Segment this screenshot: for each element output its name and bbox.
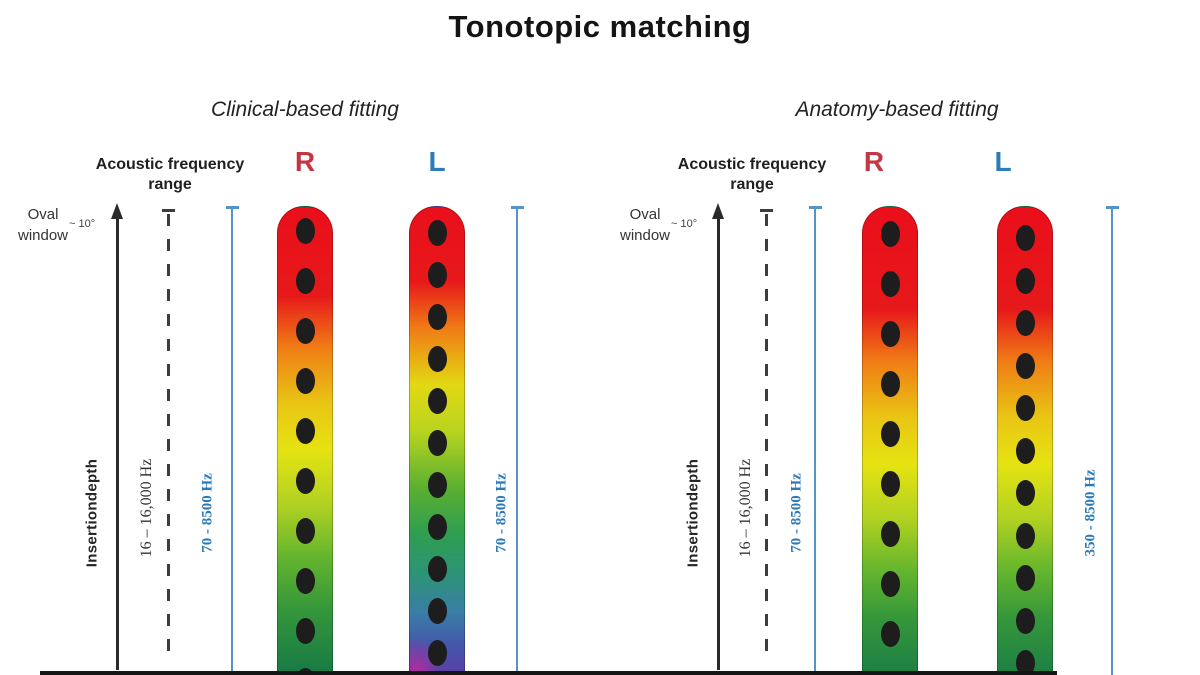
- electrode-contact: [1015, 437, 1035, 464]
- electrode-contact: [1015, 522, 1035, 549]
- panel-clinical-based: Clinical-based fitting Acoustic frequenc…: [8, 98, 524, 675]
- ci-range-line-left: [1111, 208, 1113, 675]
- ci-range-value-left: 70 - 8500 Hz: [493, 473, 510, 553]
- insertion-depth-axis-line: [717, 219, 720, 670]
- insertion-angle-label: ~ 10°: [69, 218, 96, 230]
- acoustic-range-dashed-line: [765, 214, 768, 662]
- electrode-contact: [427, 514, 447, 540]
- electrode-contact: [880, 271, 900, 297]
- electrode-contact: [295, 568, 315, 594]
- oval-window-label: Oval ~ 10° window: [8, 204, 95, 246]
- electrode-array-right: [277, 206, 333, 675]
- oval-window-label: Oval ~ 10° window: [610, 204, 697, 246]
- acoustic-range-value: 16 – 16,000 Hz: [737, 458, 754, 558]
- electrode-contact: [1015, 310, 1035, 336]
- electrode-contact: [295, 368, 315, 394]
- acoustic-frequency-header: Acoustic frequency range: [96, 155, 244, 195]
- electrode-contact: [427, 556, 447, 582]
- right-ear-label: R: [863, 146, 885, 177]
- oval-window-line2: window: [17, 227, 69, 244]
- acoustic-range-value: 16 – 16,000 Hz: [138, 458, 155, 558]
- electrode-contact: [427, 640, 447, 666]
- insertion-depth-label: Insertiondepth: [684, 458, 702, 568]
- electrode-contact: [1015, 607, 1035, 634]
- acoustic-frequency-header-line2: range: [730, 176, 774, 193]
- electrode-array-left: [997, 206, 1053, 675]
- ci-range-line-left: [516, 208, 518, 675]
- electrode-contact: [295, 318, 315, 344]
- electrode-contact: [427, 262, 447, 288]
- electrode-contact: [880, 471, 900, 497]
- electrode-contact: [295, 418, 315, 444]
- bottom-edge-bar: [40, 671, 1057, 675]
- electrode-contact: [1015, 565, 1035, 591]
- acoustic-frequency-header-line1: Acoustic frequency: [95, 156, 245, 173]
- oval-window-line1: Oval: [27, 206, 59, 223]
- electrode-contact: [880, 621, 900, 647]
- ci-range-value-right: 70 - 8500 Hz: [788, 473, 805, 553]
- ci-range-value-left: 350 - 8500 Hz: [1082, 469, 1099, 557]
- panel-subtitle: Anatomy-based fitting: [795, 98, 999, 121]
- figure-title: Tonotopic matching: [448, 9, 752, 44]
- right-ear-label: R: [294, 146, 316, 177]
- electrode-contact: [880, 521, 900, 547]
- electrode-contact: [880, 571, 900, 597]
- electrode-contact: [427, 346, 447, 372]
- electrode-contact: [295, 618, 315, 644]
- electrode-contact: [427, 472, 447, 498]
- electrode-array-right: [862, 206, 918, 675]
- electrode-contact: [1015, 225, 1035, 251]
- electrode-contact: [295, 518, 315, 544]
- ci-range-line-right: [814, 208, 816, 675]
- electrode-contact: [1015, 352, 1035, 379]
- electrode-contact: [1015, 650, 1035, 674]
- electrode-contact: [295, 468, 315, 494]
- panel-anatomy-based: Anatomy-based fitting Acoustic frequency…: [600, 0, 1200, 675]
- ci-range-line-cap-left: [510, 206, 524, 209]
- ci-range-line-cap-right: [808, 206, 822, 209]
- oval-window-line1: Oval: [629, 206, 661, 223]
- left-ear-label: L: [428, 146, 446, 177]
- electrode-contact: [880, 371, 900, 397]
- insertion-depth-axis-line: [116, 219, 119, 670]
- acoustic-range-dashed-line: [167, 214, 170, 662]
- electrode-contact: [427, 388, 447, 414]
- electrode-contact: [880, 421, 900, 447]
- electrode-contact: [880, 221, 900, 247]
- ci-range-line-cap-right: [225, 206, 239, 209]
- electrode-array-left: [409, 206, 465, 675]
- electrode-contact: [427, 304, 447, 330]
- electrode-contact: [295, 218, 315, 244]
- electrode-contact: [1015, 395, 1035, 421]
- acoustic-frequency-header-line2: range: [148, 176, 192, 193]
- left-ear-label: L: [994, 146, 1012, 177]
- electrode-contact: [1015, 267, 1035, 294]
- acoustic-frequency-header-line1: Acoustic frequency: [677, 156, 827, 173]
- electrode-contact: [880, 321, 900, 347]
- ci-range-value-right: 70 - 8500 Hz: [199, 473, 216, 553]
- electrode-contact: [427, 598, 447, 624]
- insertion-angle-label: ~ 10°: [671, 218, 698, 230]
- electrode-contact: [295, 268, 315, 294]
- ci-range-line-cap-left: [1105, 206, 1119, 209]
- insertion-depth-arrowhead-icon: [110, 203, 123, 219]
- oval-window-line2: window: [619, 227, 671, 244]
- acoustic-frequency-header: Acoustic frequency range: [678, 155, 826, 195]
- electrode-contact: [427, 430, 447, 456]
- ci-range-line-right: [231, 208, 233, 675]
- panel-subtitle: Clinical-based fitting: [211, 98, 399, 121]
- electrode-contact: [427, 220, 447, 246]
- acoustic-range-line-cap: [161, 209, 175, 212]
- insertion-depth-label: Insertiondepth: [83, 458, 101, 568]
- insertion-depth-arrowhead-icon: [711, 203, 724, 219]
- electrode-contact: [1015, 480, 1035, 506]
- acoustic-range-line-cap: [759, 209, 773, 212]
